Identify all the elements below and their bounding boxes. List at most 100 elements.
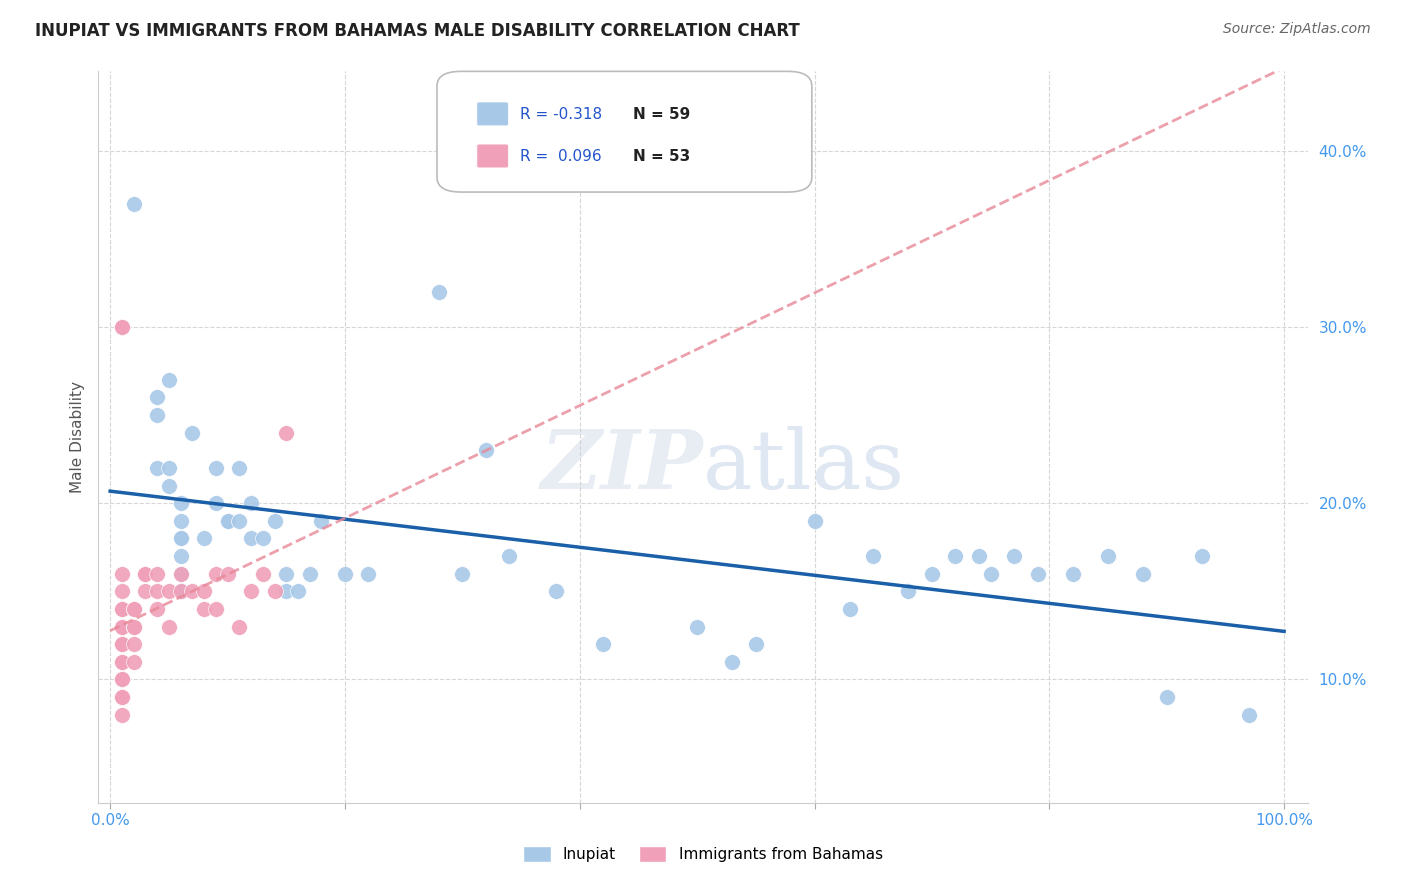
Point [111,602,134,616]
Point [228,514,250,528]
Point [111,619,134,633]
Point [169,549,191,563]
Point [169,514,191,528]
Point [111,673,134,687]
Point [897,584,920,599]
Point [311,514,333,528]
Point [111,655,134,669]
Point [111,673,134,687]
Point [111,673,134,687]
Point [838,602,860,616]
Text: N = 59: N = 59 [633,107,690,122]
Point [111,602,134,616]
Point [1026,566,1049,581]
Point [217,514,239,528]
Point [1002,549,1025,563]
Point [111,637,134,651]
Text: R =  0.096: R = 0.096 [520,149,602,164]
Point [1191,549,1213,563]
Point [333,566,356,581]
Point [111,320,134,334]
Point [276,425,298,440]
Point [721,655,744,669]
Point [427,285,450,299]
Text: ZIP: ZIP [540,426,703,507]
Point [122,619,145,633]
Text: Source: ZipAtlas.com: Source: ZipAtlas.com [1223,22,1371,37]
Point [111,619,134,633]
Point [287,584,309,599]
Point [592,637,614,651]
Point [122,196,145,211]
Point [263,584,285,599]
Point [111,619,134,633]
Point [169,584,191,599]
Point [980,566,1002,581]
Point [111,690,134,704]
Point [357,566,380,581]
Point [298,566,321,581]
Point [451,566,474,581]
Point [146,408,169,422]
Point [204,461,226,475]
Point [111,637,134,651]
Point [122,619,145,633]
Point [111,637,134,651]
Point [169,532,191,546]
Point [945,549,967,563]
Point [169,532,191,546]
Point [193,584,215,599]
Point [111,690,134,704]
Point [146,461,169,475]
Point [146,584,169,599]
Y-axis label: Male Disability: Male Disability [69,381,84,493]
Text: R = -0.318: R = -0.318 [520,107,603,122]
Point [498,549,520,563]
Text: atlas: atlas [703,426,905,507]
Point [263,514,285,528]
Point [122,602,145,616]
Point [1062,566,1084,581]
Point [217,514,239,528]
Point [169,584,191,599]
Point [252,566,274,581]
Point [546,584,568,599]
Point [193,532,215,546]
Point [134,566,156,581]
Point [181,584,204,599]
Point [111,320,134,334]
Point [157,619,180,633]
Point [111,637,134,651]
Point [111,707,134,722]
Point [745,637,768,651]
Point [122,637,145,651]
FancyBboxPatch shape [437,71,811,192]
FancyBboxPatch shape [477,145,509,168]
Point [1237,707,1260,722]
Point [1156,690,1178,704]
Point [111,690,134,704]
Text: N = 53: N = 53 [633,149,690,164]
Point [803,514,825,528]
Point [169,496,191,510]
Point [475,443,498,458]
Point [134,566,156,581]
Point [134,584,156,599]
Point [122,602,145,616]
Point [967,549,990,563]
Point [228,619,250,633]
Point [122,619,145,633]
Point [157,584,180,599]
Point [217,566,239,581]
Point [169,584,191,599]
Point [146,391,169,405]
Point [204,566,226,581]
Point [204,602,226,616]
Point [240,532,263,546]
Point [169,566,191,581]
Point [146,602,169,616]
Point [252,532,274,546]
Point [193,602,215,616]
Point [862,549,884,563]
Point [111,566,134,581]
